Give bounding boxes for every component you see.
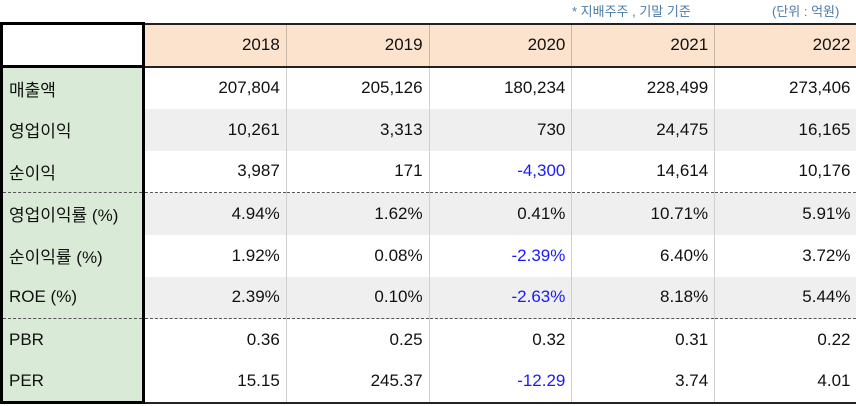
year-header: 2021: [571, 22, 716, 68]
value-cell: 205,126: [286, 66, 430, 109]
table-row: ROE (%) 2.39% 0.10% -2.63% 8.18% 5.44%: [0, 276, 856, 319]
value-cell: 15.15: [143, 360, 287, 404]
table-body: 매출액 207,804 205,126 180,234 228,499 273,406 영업…: [0, 66, 856, 404]
value-cell: -12.29: [429, 360, 573, 404]
table-row: 영업이익 10,261 3,313 730 24,475 16,165: [0, 108, 856, 151]
table-row: PBR 0.36 0.25 0.32 0.31 0.22: [0, 318, 856, 361]
value-cell: 0.22: [714, 318, 856, 361]
row-label: 영업이익률 (%): [0, 192, 145, 235]
value-cell: 5.44%: [714, 276, 856, 319]
value-cell: -2.63%: [429, 276, 573, 319]
value-cell: 207,804: [143, 66, 287, 109]
table-row: 매출액 207,804 205,126 180,234 228,499 273,406: [0, 66, 856, 109]
value-cell: 6.40%: [571, 234, 716, 277]
financial-summary-table: 2018 2019 2020 2021 2022 매출액 207,804 205,1…: [0, 22, 856, 404]
value-cell: -4,300: [429, 150, 573, 193]
value-cell: 5.91%: [714, 192, 856, 235]
financial-table-frame: 2018 2019 2020 2021 2022 매출액 207,804 205,1…: [0, 22, 856, 406]
table-row: 순이익률 (%) 1.92% 0.08% -2.39% 6.40% 3.72%: [0, 234, 856, 277]
value-cell: 24,475: [571, 108, 716, 151]
year-header: 2018: [143, 22, 287, 68]
value-cell: 4.94%: [143, 192, 287, 235]
row-label: 순이익률 (%): [0, 234, 145, 277]
value-cell: 0.10%: [286, 276, 430, 319]
value-cell: 0.08%: [286, 234, 430, 277]
value-cell: 228,499: [571, 66, 716, 109]
value-cell: 0.31: [571, 318, 716, 361]
value-cell: 0.41%: [429, 192, 573, 235]
value-cell: -2.39%: [429, 234, 573, 277]
value-cell: 3,313: [286, 108, 430, 151]
value-cell: 3.74: [571, 360, 716, 404]
row-label: 영업이익: [0, 108, 145, 151]
header-row: 2018 2019 2020 2021 2022: [0, 22, 856, 68]
value-cell: 0.25: [286, 318, 430, 361]
row-label: ROE (%): [0, 276, 145, 319]
value-cell: 0.36: [143, 318, 287, 361]
value-cell: 8.18%: [571, 276, 716, 319]
value-cell: 16,165: [714, 108, 856, 151]
table-row: 순이익 3,987 171 -4,300 14,614 10,176: [0, 150, 856, 193]
year-header: 2019: [286, 22, 430, 68]
row-label: PBR: [0, 318, 145, 361]
value-cell: 3.72%: [714, 234, 856, 277]
value-cell: 1.92%: [143, 234, 287, 277]
value-cell: 4.01: [714, 360, 856, 404]
value-cell: 2.39%: [143, 276, 287, 319]
table-header: 2018 2019 2020 2021 2022: [0, 22, 856, 68]
row-label: 순이익: [0, 150, 145, 193]
value-cell: 0.32: [429, 318, 573, 361]
value-cell: 14,614: [571, 150, 716, 193]
unit-note: (단위 : 억원): [772, 4, 840, 19]
value-cell: 245.37: [286, 360, 430, 404]
header-corner-cell: [0, 22, 145, 68]
value-cell: 10.71%: [571, 192, 716, 235]
value-cell: 10,176: [714, 150, 856, 193]
value-cell: 10,261: [143, 108, 287, 151]
row-label: 매출액: [0, 66, 145, 109]
table-row: PER 15.15 245.37 -12.29 3.74 4.01: [0, 360, 856, 404]
value-cell: 171: [286, 150, 430, 193]
value-cell: 3,987: [143, 150, 287, 193]
table-row: 영업이익률 (%) 4.94% 1.62% 0.41% 10.71% 5.91%: [0, 192, 856, 235]
basis-note: * 지배주주 , 기말 기준: [572, 4, 691, 19]
row-label: PER: [0, 360, 145, 404]
value-cell: 273,406: [714, 66, 856, 109]
value-cell: 180,234: [429, 66, 573, 109]
year-header: 2022: [714, 22, 856, 68]
value-cell: 730: [429, 108, 573, 151]
value-cell: 1.62%: [286, 192, 430, 235]
year-header: 2020: [429, 22, 573, 68]
